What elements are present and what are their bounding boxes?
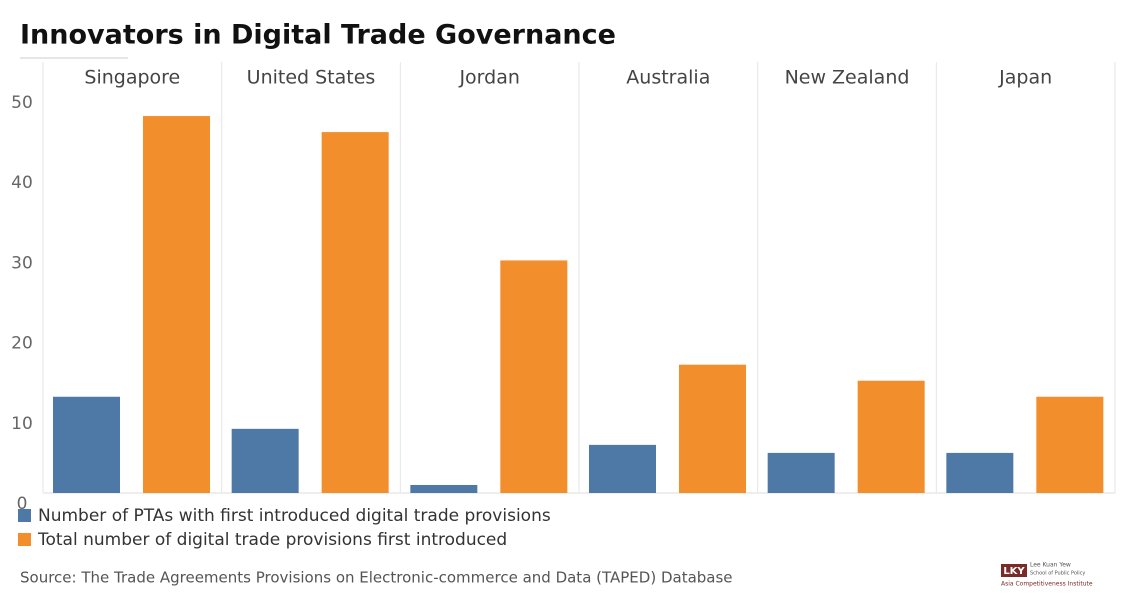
category-label: Singapore xyxy=(84,67,180,89)
logo: LKY Lee Kuan Yew School of Public Policy… xyxy=(1001,562,1093,588)
bar xyxy=(500,260,568,493)
bar xyxy=(1036,396,1104,493)
bar xyxy=(143,116,210,493)
legend-label: Number of PTAs with first introduced dig… xyxy=(38,506,551,526)
bar xyxy=(589,444,656,493)
category-label: New Zealand xyxy=(785,67,910,89)
bar xyxy=(321,132,389,493)
y-tick-label: 0 xyxy=(17,494,28,514)
category-label: Japan xyxy=(998,67,1052,89)
bar xyxy=(679,364,746,493)
logo-text: Asia Competitiveness Institute xyxy=(1001,581,1093,588)
category-label: Jordan xyxy=(458,67,519,89)
category-label: United States xyxy=(247,67,376,89)
y-tick-label: 20 xyxy=(11,334,33,354)
bar xyxy=(857,380,925,493)
logo-mark: LKY xyxy=(1003,566,1025,577)
y-tick-label: 10 xyxy=(11,414,33,434)
logo-text: Lee Kuan Yew xyxy=(1030,562,1071,569)
bar xyxy=(410,484,478,493)
logo-block xyxy=(1001,564,1027,577)
category-label: Australia xyxy=(626,67,710,89)
chart-title: Innovators in Digital Trade Governance xyxy=(20,20,616,51)
legend-label: Total number of digital trade provisions… xyxy=(37,530,507,550)
source: Source: The Trade Agreements Provisions … xyxy=(20,569,733,587)
bar xyxy=(231,428,299,493)
y-tick-label: 50 xyxy=(11,93,33,113)
bar xyxy=(53,396,120,493)
y-tick-label: 40 xyxy=(11,173,33,193)
legend-swatch xyxy=(18,509,31,522)
logo-text: School of Public Policy xyxy=(1030,571,1085,577)
y-tick-label: 30 xyxy=(11,253,33,273)
bar xyxy=(946,452,1014,493)
legend-swatch xyxy=(18,533,31,546)
bar xyxy=(767,452,835,493)
